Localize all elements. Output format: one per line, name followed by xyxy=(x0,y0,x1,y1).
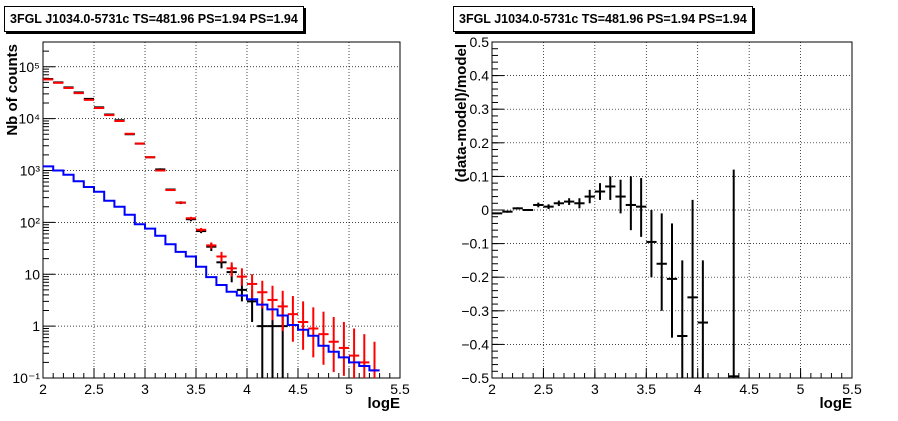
residual-point xyxy=(584,189,595,204)
model-point xyxy=(206,242,217,249)
model-point xyxy=(196,227,207,232)
residual-point xyxy=(605,176,616,200)
y-tick-label: 10⁴ xyxy=(18,111,40,127)
residual-point xyxy=(625,176,636,231)
x-tick-label: 3 xyxy=(141,381,149,397)
x-tick-label: 5 xyxy=(345,381,353,397)
y-tick-label: 0.5 xyxy=(470,34,490,50)
residual-point xyxy=(677,260,688,378)
x-tick-label: 5.5 xyxy=(842,381,862,397)
model-point xyxy=(349,328,360,378)
y-axis-title: (data-model)/model xyxy=(453,44,470,182)
model-point xyxy=(236,268,247,286)
residual-point xyxy=(564,198,575,205)
model-point xyxy=(287,296,298,342)
y-tick-label: −0.4 xyxy=(461,336,489,352)
y-tick-label: −0.5 xyxy=(461,370,489,386)
model-point xyxy=(185,216,196,220)
residual-point xyxy=(666,223,678,338)
model-point xyxy=(308,307,319,358)
y-tick-label: 10⁻¹ xyxy=(12,370,40,386)
x-tick-label: 3.5 xyxy=(186,381,206,397)
x-tick-label: 4.5 xyxy=(288,381,308,397)
model-point xyxy=(155,169,166,172)
model-point xyxy=(134,142,145,145)
x-tick-label: 4.5 xyxy=(739,381,759,397)
y-tick-label: 10³ xyxy=(20,163,41,179)
residual-point xyxy=(553,200,564,206)
model-point xyxy=(165,189,176,192)
residual-point xyxy=(728,169,739,378)
model-point xyxy=(145,156,156,159)
x-tick-label: 5.5 xyxy=(390,381,410,397)
x-tick-label: 4 xyxy=(243,381,251,397)
residual-point xyxy=(533,202,544,208)
residual-point xyxy=(492,212,503,215)
left-plot-title: 3FGL J1034.0-5731c TS=481.96 PS=1.94 PS=… xyxy=(4,6,304,32)
residual-point xyxy=(697,260,708,378)
model-point xyxy=(277,290,288,332)
x-tick-label: 3.5 xyxy=(637,381,657,397)
x-axis-title: logE xyxy=(820,395,853,412)
y-tick-label: −0.2 xyxy=(461,269,489,285)
x-tick-label: 2 xyxy=(488,381,496,397)
y-tick-label: 0.3 xyxy=(470,101,490,117)
y-tick-label: 1 xyxy=(32,318,40,334)
residual-point xyxy=(594,183,606,200)
residual-point xyxy=(574,198,585,209)
plot-frame xyxy=(42,41,401,379)
model-point xyxy=(216,251,227,263)
source-model-line xyxy=(43,165,380,372)
residual-point xyxy=(502,210,513,213)
y-tick-label: 10⁵ xyxy=(19,59,40,75)
residual-point xyxy=(522,208,534,212)
model-point xyxy=(124,132,135,135)
y-tick-label: 0.2 xyxy=(470,135,490,151)
y-tick-label: 10² xyxy=(20,214,41,230)
x-axis-title: logE xyxy=(368,395,401,412)
residual-point xyxy=(687,199,698,378)
y-tick-label: −0.3 xyxy=(461,303,489,319)
x-tick-label: 2.5 xyxy=(84,381,104,397)
y-tick-label: −0.1 xyxy=(461,236,489,252)
model-point xyxy=(226,262,237,277)
model-point xyxy=(359,334,370,378)
x-tick-label: 3 xyxy=(591,381,599,397)
residual-point xyxy=(636,178,647,237)
residual-point xyxy=(543,204,554,209)
y-tick-label: 0 xyxy=(481,202,489,218)
model-point xyxy=(338,322,349,376)
model-point xyxy=(298,301,309,350)
x-tick-label: 5 xyxy=(797,381,805,397)
residual-point xyxy=(656,213,667,311)
y-axis-title: Nb of counts xyxy=(4,44,21,136)
model-point xyxy=(114,119,125,122)
y-tick-label: 10 xyxy=(24,266,40,282)
model-point xyxy=(104,114,115,117)
residual-point xyxy=(615,179,626,214)
data-point xyxy=(257,301,268,378)
x-tick-label: 4 xyxy=(694,381,702,397)
y-tick-label: 0.1 xyxy=(470,168,490,184)
model-point xyxy=(318,311,329,365)
model-point xyxy=(94,107,105,110)
x-tick-label: 2.5 xyxy=(534,381,554,397)
y-tick-label: 0.4 xyxy=(470,68,490,84)
right-plot-title: 3FGL J1034.0-5731c TS=481.96 PS=1.94 PS=… xyxy=(453,6,753,32)
model-point xyxy=(175,201,186,204)
model-point xyxy=(267,285,278,321)
model-point xyxy=(247,274,258,298)
residual-point xyxy=(512,207,523,210)
model-point xyxy=(328,316,339,373)
residual-point xyxy=(646,210,657,278)
x-tick-label: 2 xyxy=(39,381,47,397)
